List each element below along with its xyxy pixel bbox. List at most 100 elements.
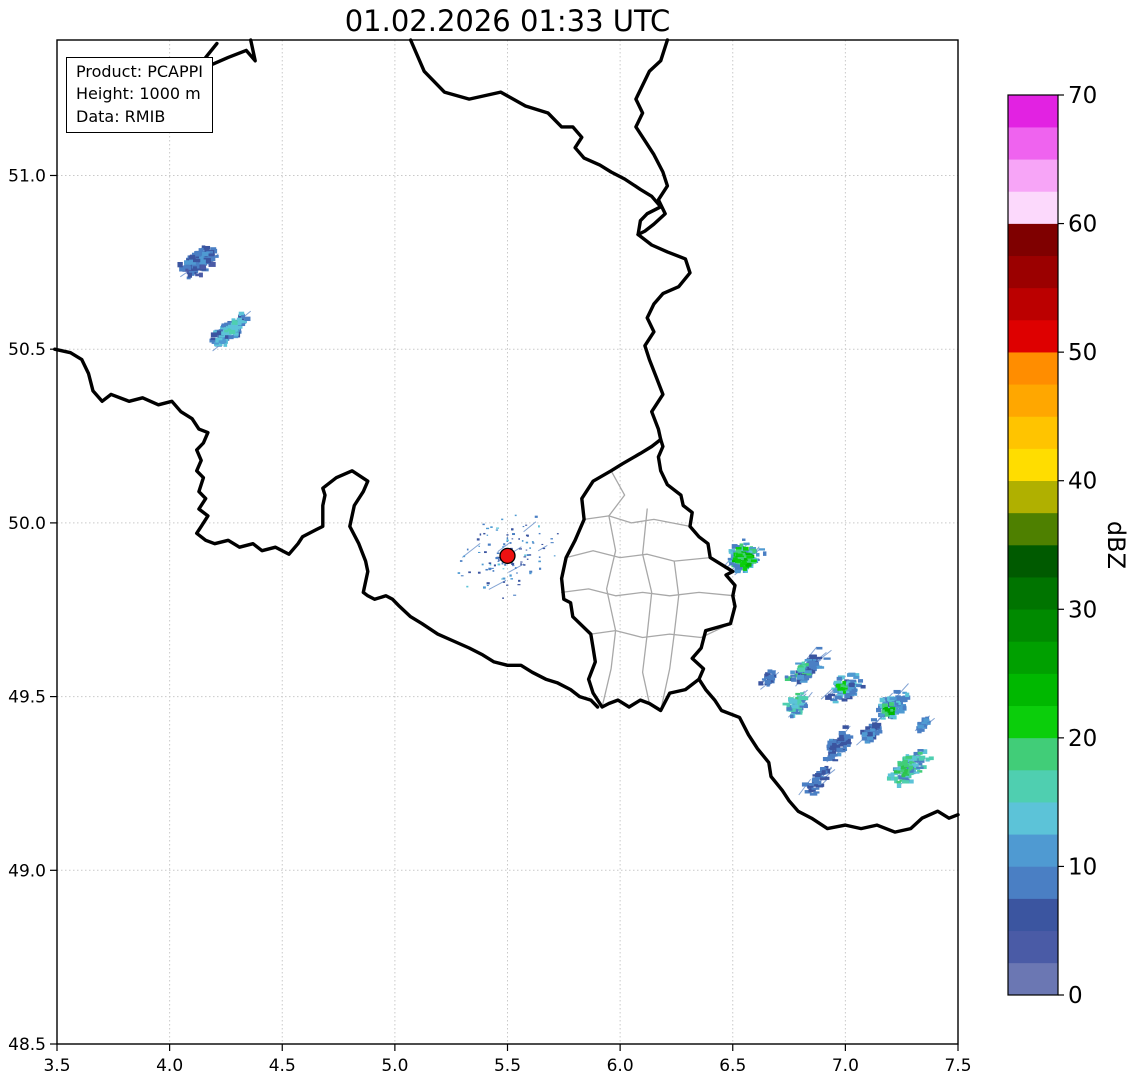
- echo-pixel: [193, 266, 197, 271]
- echo-pixel: [478, 551, 481, 554]
- echo-pixel: [846, 743, 851, 747]
- colorbar-segment: [1008, 737, 1058, 771]
- colorbar-segment: [1008, 383, 1058, 417]
- echo-core-pixel: [889, 707, 895, 711]
- echo-pixel: [768, 674, 775, 678]
- colorbar: 0 10 20 30 40 50 60 70: [1007, 83, 1097, 1009]
- colorbar-tick-label: 10: [1068, 854, 1097, 880]
- echo-pixel: [806, 673, 812, 678]
- echo-pixel: [195, 273, 202, 277]
- echo-pixel: [841, 698, 848, 702]
- echo-pixel: [808, 789, 816, 793]
- echo-pixel: [482, 586, 486, 589]
- echo-pixel: [844, 693, 851, 699]
- echo-pixel: [234, 323, 243, 329]
- echo-pixel: [821, 770, 826, 775]
- echo-core-pixel: [882, 703, 888, 708]
- echo-pixel: [796, 679, 802, 685]
- echo-pixel: [772, 674, 777, 677]
- echo-pixel: [914, 759, 919, 763]
- colorbar-segment: [1008, 544, 1058, 578]
- axis-ticks: 3.5 4.0 4.5 5.0 5.5 6.0 6.5 7.0 7.5 48.5 49.0 49.5 5…: [8, 166, 971, 1076]
- echo-pixel: [782, 702, 791, 706]
- echo-pixel: [917, 749, 924, 752]
- echo-core-pixel: [902, 769, 908, 775]
- echo-core-pixel: [843, 685, 848, 688]
- colorbar-segment: [1008, 158, 1058, 192]
- echo-pixel: [186, 276, 191, 280]
- echo-pixel: [506, 539, 509, 542]
- echo-pixel: [864, 739, 871, 744]
- radar-echoes: [177, 245, 935, 796]
- echo-pixel: [795, 692, 801, 696]
- echo-pixel: [553, 555, 556, 557]
- echo-pixel: [868, 723, 874, 729]
- echo-pixel: [820, 777, 827, 781]
- echo-core-pixel: [743, 555, 748, 559]
- echo-pixel: [534, 515, 538, 518]
- echo-pixel: [490, 526, 493, 528]
- echo-pixel: [811, 787, 820, 790]
- echo-pixel: [889, 713, 895, 718]
- echo-core-pixel: [229, 326, 235, 330]
- echo-pixel: [827, 693, 836, 697]
- echo-pixel: [486, 534, 489, 536]
- echo-pixel: [459, 560, 463, 562]
- colorbar-segment: [1008, 898, 1058, 932]
- echo-pixel: [845, 690, 850, 695]
- echo-pixel: [476, 538, 480, 541]
- echo-pixel: [804, 675, 812, 679]
- echo-pixel: [189, 259, 196, 265]
- echo-pixel: [784, 676, 793, 682]
- echo-pixel: [526, 554, 530, 556]
- echo-pixel: [923, 718, 928, 723]
- echo-pixel: [241, 315, 245, 319]
- echo-pixel: [728, 551, 733, 554]
- echo-pixel: [742, 538, 746, 541]
- echo-pixel: [487, 543, 491, 546]
- echo-core-pixel: [735, 559, 742, 563]
- echo-pixel: [882, 701, 887, 705]
- echo-pixel: [182, 266, 189, 272]
- echo-pixel: [766, 684, 770, 687]
- echo-pixel: [832, 759, 839, 762]
- echo-pixel: [179, 266, 186, 272]
- echo-pixel: [830, 698, 838, 702]
- y-tick-label: 51.0: [8, 166, 46, 186]
- echo-pixel: [921, 749, 928, 755]
- echo-pixel: [827, 755, 835, 759]
- echo-se-10: [914, 715, 935, 734]
- echo-pixel: [764, 679, 771, 684]
- country-border-fr-de: [697, 677, 960, 834]
- echo-pixel: [867, 736, 874, 740]
- echo-pixel: [917, 751, 923, 755]
- echo-pixel: [744, 569, 748, 573]
- echo-pixel: [523, 556, 527, 558]
- echo-pixel: [825, 695, 832, 700]
- echo-pixel: [842, 741, 848, 744]
- echo-pixel: [734, 566, 742, 570]
- echo-pixel: [835, 688, 839, 691]
- echo-pixel: [489, 564, 492, 566]
- echo-pixel: [870, 718, 877, 722]
- echo-pixel: [199, 259, 206, 265]
- echo-pixel: [463, 555, 466, 558]
- x-tick-label: 4.0: [156, 1056, 183, 1076]
- echo-pixel: [913, 767, 921, 771]
- x-tick-label: 6.5: [719, 1056, 746, 1076]
- colorbar-segment: [1008, 866, 1058, 899]
- echo-pixel: [808, 661, 817, 667]
- echo-pixel: [836, 752, 842, 757]
- echo-pixel: [816, 780, 822, 786]
- echo-pixel: [807, 666, 813, 671]
- echo-pixel: [497, 560, 500, 562]
- echo-pixel: [846, 738, 851, 742]
- x-tick-label: 4.5: [269, 1056, 296, 1076]
- echo-pixel: [895, 706, 901, 709]
- echo-pixel: [800, 692, 804, 695]
- admin-border-lux-cantons-1: [583, 515, 691, 528]
- admin-border-lux-cantons-6: [641, 508, 653, 705]
- echo-pixel: [496, 552, 500, 555]
- echo-pixel: [886, 776, 895, 781]
